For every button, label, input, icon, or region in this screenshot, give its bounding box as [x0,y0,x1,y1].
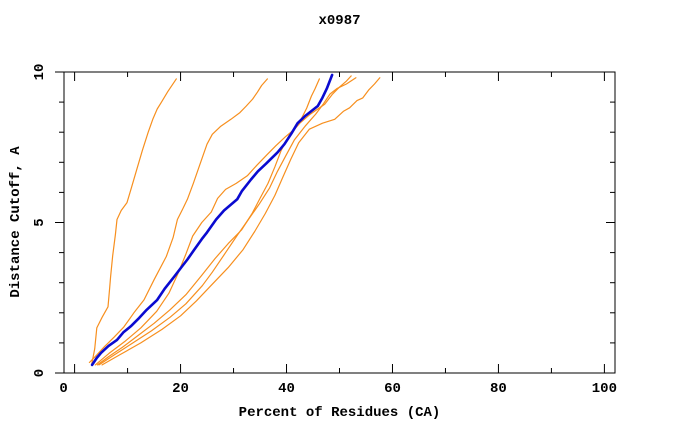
x-tick-label: 40 [278,381,295,397]
x-tick-label: 20 [172,381,189,397]
y-tick-label: 10 [32,64,48,81]
y-tick-label: 0 [32,369,48,377]
chart-title: x0987 [318,13,361,29]
series-orange-line-5 [98,77,357,366]
y-tick-label: 5 [32,218,48,226]
series-orange-line-6 [101,77,381,366]
series-orange-line-2 [88,78,268,364]
x-tick-label: 0 [59,381,67,397]
x-axis-label: Percent of Residues (CA) [238,405,441,421]
series-blue-line [90,73,334,367]
x-tick-label: 60 [384,381,401,397]
series-orange-line-3 [94,78,320,366]
series-orange-line-4 [96,75,352,366]
x-tick-label: 100 [592,381,617,397]
series-orange-line-1 [90,78,177,366]
plot-border [63,71,616,374]
y-axis-label: Distance Cutoff, A [8,146,24,298]
x-tick-label: 80 [490,381,507,397]
